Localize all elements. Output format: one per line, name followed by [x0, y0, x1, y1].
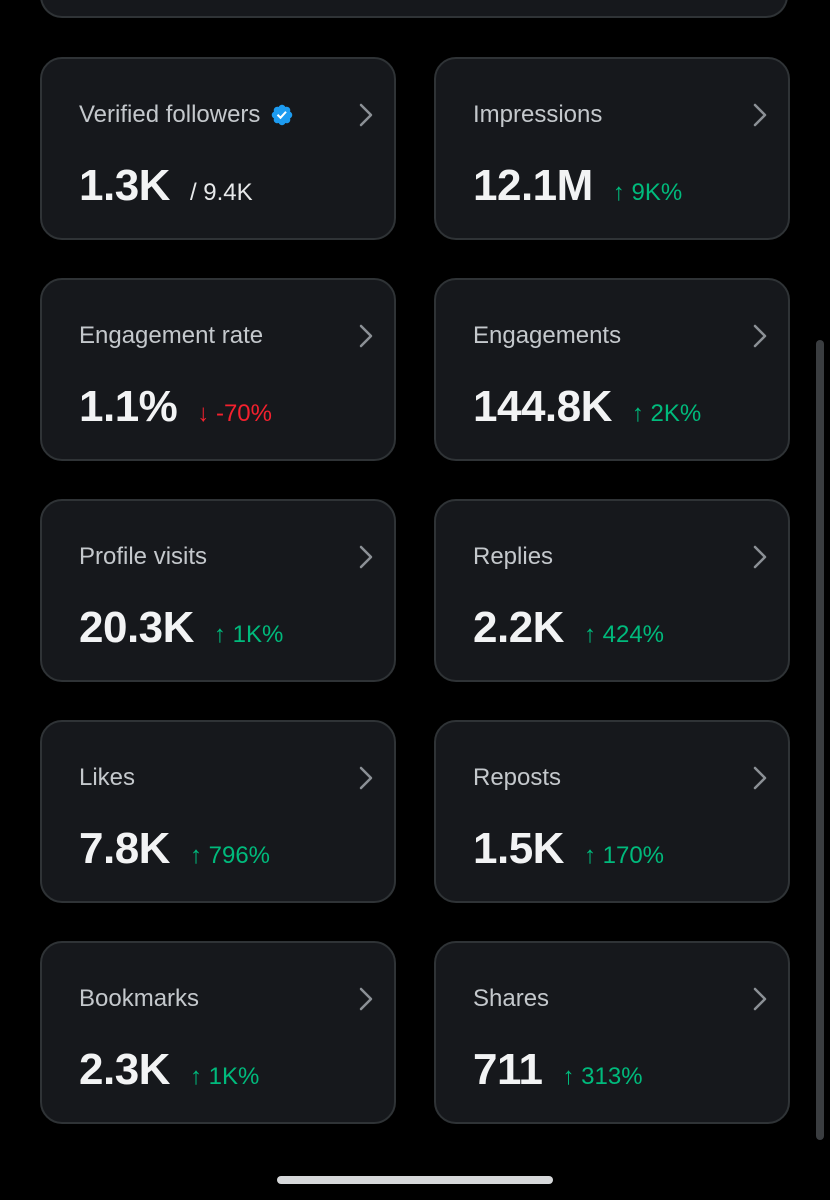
verified-badge-icon: [272, 104, 293, 126]
chevron-right-icon: [753, 545, 767, 569]
metric-value-row: 1.3K / 9.4K: [79, 161, 253, 211]
previous-card-edge: [40, 0, 788, 18]
metric-value: 7.8K: [79, 824, 170, 873]
chevron-right-icon: [753, 987, 767, 1011]
chevron-right-icon: [359, 324, 373, 348]
metric-title-label: Engagements: [473, 322, 622, 349]
chevron-right-icon: [359, 987, 373, 1011]
metric-value-row: 20.3K ↑ 1K%: [79, 603, 283, 653]
metric-card-replies[interactable]: Replies 2.2K ↑ 424%: [434, 499, 790, 682]
metric-change: ↑ 1K%: [189, 1063, 260, 1090]
metric-title-label: Engagement rate: [79, 322, 264, 349]
metric-value-row: 711 ↑ 313%: [473, 1045, 643, 1095]
home-indicator[interactable]: [277, 1176, 553, 1184]
metric-title-label: Profile visits: [79, 543, 208, 570]
metric-value-row: 2.3K ↑ 1K%: [79, 1045, 259, 1095]
metric-title: Profile visits: [79, 543, 207, 571]
metric-card-reposts[interactable]: Reposts 1.5K ↑ 170%: [434, 720, 790, 903]
metric-card-profile-visits[interactable]: Profile visits 20.3K ↑ 1K%: [40, 499, 396, 682]
metric-title: Replies: [473, 543, 553, 571]
metric-value-row: 2.2K ↑ 424%: [473, 603, 664, 653]
metric-value: 1.5K: [473, 824, 564, 873]
metric-title: Impressions: [473, 101, 602, 129]
metric-value-row: 1.1% ↓ -70%: [79, 382, 272, 432]
metric-title-label: Reposts: [473, 764, 562, 791]
metric-title: Likes: [79, 764, 135, 792]
metric-title: Bookmarks: [79, 985, 199, 1013]
metric-value: 711: [473, 1045, 543, 1094]
metric-title: Verified followers: [79, 101, 294, 129]
metric-card-likes[interactable]: Likes 7.8K ↑ 796%: [40, 720, 396, 903]
chevron-right-icon: [753, 766, 767, 790]
metric-value: 2.3K: [79, 1045, 170, 1094]
metric-card-engagement-rate[interactable]: Engagement rate 1.1% ↓ -70%: [40, 278, 396, 461]
metric-title-label: Likes: [79, 764, 136, 791]
metric-title: Shares: [473, 985, 549, 1013]
chevron-right-icon: [359, 545, 373, 569]
metric-change: ↓ -70%: [197, 400, 272, 427]
metric-title: Reposts: [473, 764, 561, 792]
metric-value: 1.1%: [79, 382, 178, 431]
metric-title-label: Replies: [473, 543, 554, 570]
metric-title-label: Bookmarks: [79, 985, 200, 1012]
metric-card-verified-followers[interactable]: Verified followers 1.3K / 9.4K: [40, 57, 396, 240]
metric-value: 144.8K: [473, 382, 612, 431]
metric-change: ↑ 170%: [583, 842, 665, 869]
metric-change: ↑ 1K%: [213, 621, 284, 648]
chevron-right-icon: [753, 103, 767, 127]
metric-title-label: Verified followers: [79, 101, 261, 128]
metric-value: 1.3K: [79, 161, 170, 210]
metric-total-followers: / 9.4K: [189, 179, 253, 206]
metric-value-row: 7.8K ↑ 796%: [79, 824, 270, 874]
metric-title: Engagement rate: [79, 322, 263, 350]
metric-value-row: 12.1M ↑ 9K%: [473, 161, 682, 211]
chevron-right-icon: [753, 324, 767, 348]
metric-value: 12.1M: [473, 161, 593, 210]
chevron-right-icon: [359, 766, 373, 790]
metric-change: ↑ 2K%: [631, 400, 702, 427]
metric-value: 20.3K: [79, 603, 194, 652]
metric-value-row: 1.5K ↑ 170%: [473, 824, 664, 874]
metric-change: ↑ 424%: [583, 621, 665, 648]
analytics-metrics-grid: Verified followers 1.3K / 9.4K Impressio…: [40, 57, 792, 1124]
metric-title: Engagements: [473, 322, 621, 350]
metric-change: ↑ 313%: [562, 1063, 643, 1090]
metric-card-impressions[interactable]: Impressions 12.1M ↑ 9K%: [434, 57, 790, 240]
scrollbar[interactable]: [816, 340, 824, 1140]
metric-card-shares[interactable]: Shares 711 ↑ 313%: [434, 941, 790, 1124]
chevron-right-icon: [359, 103, 373, 127]
metric-title-label: Shares: [473, 985, 550, 1012]
metric-title-label: Impressions: [473, 101, 603, 128]
metric-value-row: 144.8K ↑ 2K%: [473, 382, 701, 432]
metric-value: 2.2K: [473, 603, 564, 652]
metric-change: ↑ 796%: [189, 842, 271, 869]
metric-change: ↑ 9K%: [612, 179, 683, 206]
metric-card-engagements[interactable]: Engagements 144.8K ↑ 2K%: [434, 278, 790, 461]
metric-card-bookmarks[interactable]: Bookmarks 2.3K ↑ 1K%: [40, 941, 396, 1124]
